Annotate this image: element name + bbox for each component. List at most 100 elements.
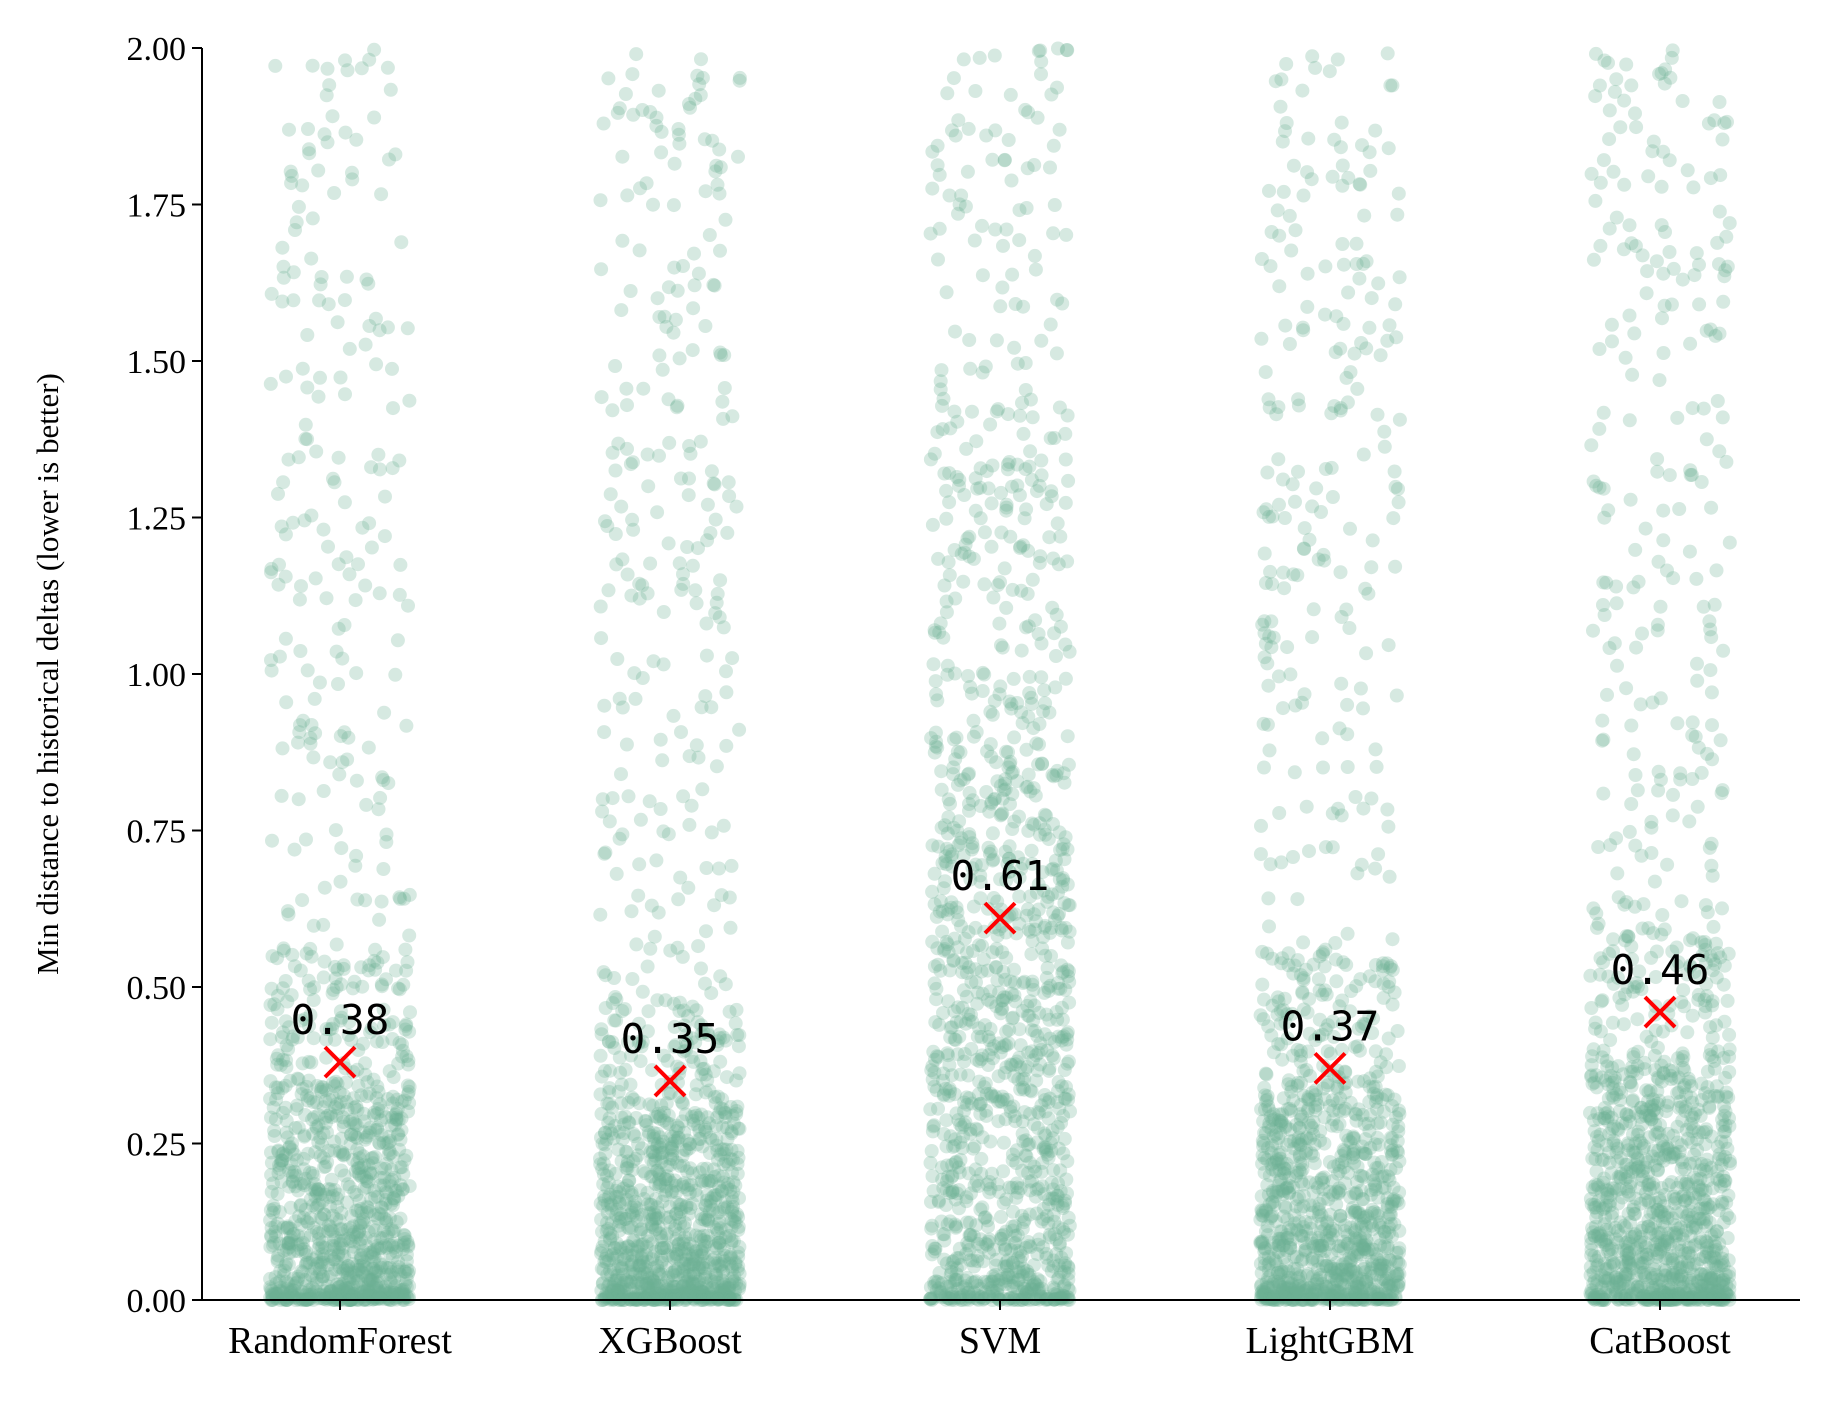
data-point (367, 1251, 382, 1266)
data-point (709, 158, 724, 173)
data-point (715, 394, 730, 409)
data-point (312, 1226, 326, 1241)
data-point (316, 1126, 331, 1141)
data-point (595, 804, 610, 819)
data-point (343, 1221, 358, 1236)
data-point (362, 1285, 377, 1300)
data-point (281, 452, 296, 467)
data-point (331, 1280, 346, 1295)
data-point (304, 508, 319, 523)
data-point (325, 1089, 340, 1104)
data-point (328, 971, 343, 986)
data-point (1389, 330, 1404, 345)
data-point (1329, 974, 1344, 989)
data-point (979, 464, 994, 479)
data-point (284, 1165, 299, 1180)
data-point (299, 946, 314, 961)
data-point (316, 1255, 331, 1270)
data-point (359, 1205, 374, 1220)
data-point (366, 1280, 381, 1295)
data-point (393, 1283, 408, 1298)
data-point (949, 1106, 964, 1121)
data-point (306, 1169, 321, 1183)
data-point (277, 1263, 292, 1278)
data-point (608, 990, 623, 1004)
data-point (731, 149, 745, 164)
data-point (1388, 559, 1403, 574)
data-point (648, 1291, 663, 1306)
data-point (1348, 1225, 1363, 1240)
data-point (284, 1156, 299, 1171)
data-point (305, 1198, 320, 1213)
data-point (1349, 1187, 1364, 1201)
data-point (385, 1110, 400, 1125)
data-point (996, 1135, 1011, 1150)
data-point (387, 1170, 402, 1185)
data-point (323, 1284, 338, 1299)
data-point (385, 461, 400, 476)
data-point (301, 1146, 315, 1161)
data-point (278, 1259, 293, 1274)
data-point (296, 713, 311, 728)
data-point (296, 1210, 311, 1225)
data-point (633, 1054, 648, 1069)
data-point (263, 376, 278, 391)
data-point (673, 1158, 688, 1173)
data-point (361, 276, 376, 291)
data-point (649, 853, 664, 868)
data-point (316, 1252, 331, 1267)
data-point (930, 138, 945, 153)
data-point (716, 1287, 731, 1302)
data-point (669, 1185, 684, 1200)
data-point (936, 881, 951, 896)
data-point (327, 475, 342, 490)
data-point (1034, 453, 1049, 468)
data-point (956, 574, 971, 589)
data-point (317, 1249, 332, 1263)
data-point (374, 1113, 388, 1128)
data-point (263, 1271, 278, 1286)
data-point (1297, 687, 1312, 702)
data-point (342, 341, 357, 356)
data-point (352, 1151, 367, 1166)
data-point (366, 1247, 381, 1262)
data-point (1024, 696, 1039, 711)
data-point (722, 1256, 737, 1271)
data-point (705, 133, 720, 148)
data-point (1290, 953, 1305, 968)
data-point (267, 1235, 281, 1250)
data-point (287, 842, 302, 857)
data-point (1373, 348, 1388, 363)
data-point (619, 1192, 634, 1207)
data-point (729, 499, 744, 514)
data-point (287, 959, 302, 974)
data-point (926, 1184, 941, 1198)
data-point (1390, 1267, 1405, 1282)
data-point (1379, 1060, 1394, 1075)
data-point (636, 1255, 651, 1270)
data-point (278, 527, 293, 542)
data-point (697, 1291, 712, 1306)
data-point (732, 70, 747, 85)
data-point (708, 1187, 723, 1202)
data-point (335, 1241, 350, 1256)
data-point (692, 1273, 707, 1288)
data-point (615, 149, 630, 164)
data-point (313, 1130, 328, 1145)
data-point (309, 1250, 324, 1265)
data-point (970, 985, 985, 1000)
data-point (391, 981, 406, 996)
data-point (305, 1112, 320, 1127)
data-point (364, 1021, 379, 1036)
data-point (608, 1118, 623, 1133)
data-point (270, 1187, 285, 1201)
data-point (390, 633, 405, 648)
data-point (640, 959, 655, 974)
data-point (389, 1244, 404, 1259)
data-point (620, 567, 635, 582)
data-point (266, 1176, 281, 1191)
data-point (365, 1273, 380, 1288)
data-point (731, 1039, 746, 1054)
data-point (1027, 1024, 1042, 1038)
